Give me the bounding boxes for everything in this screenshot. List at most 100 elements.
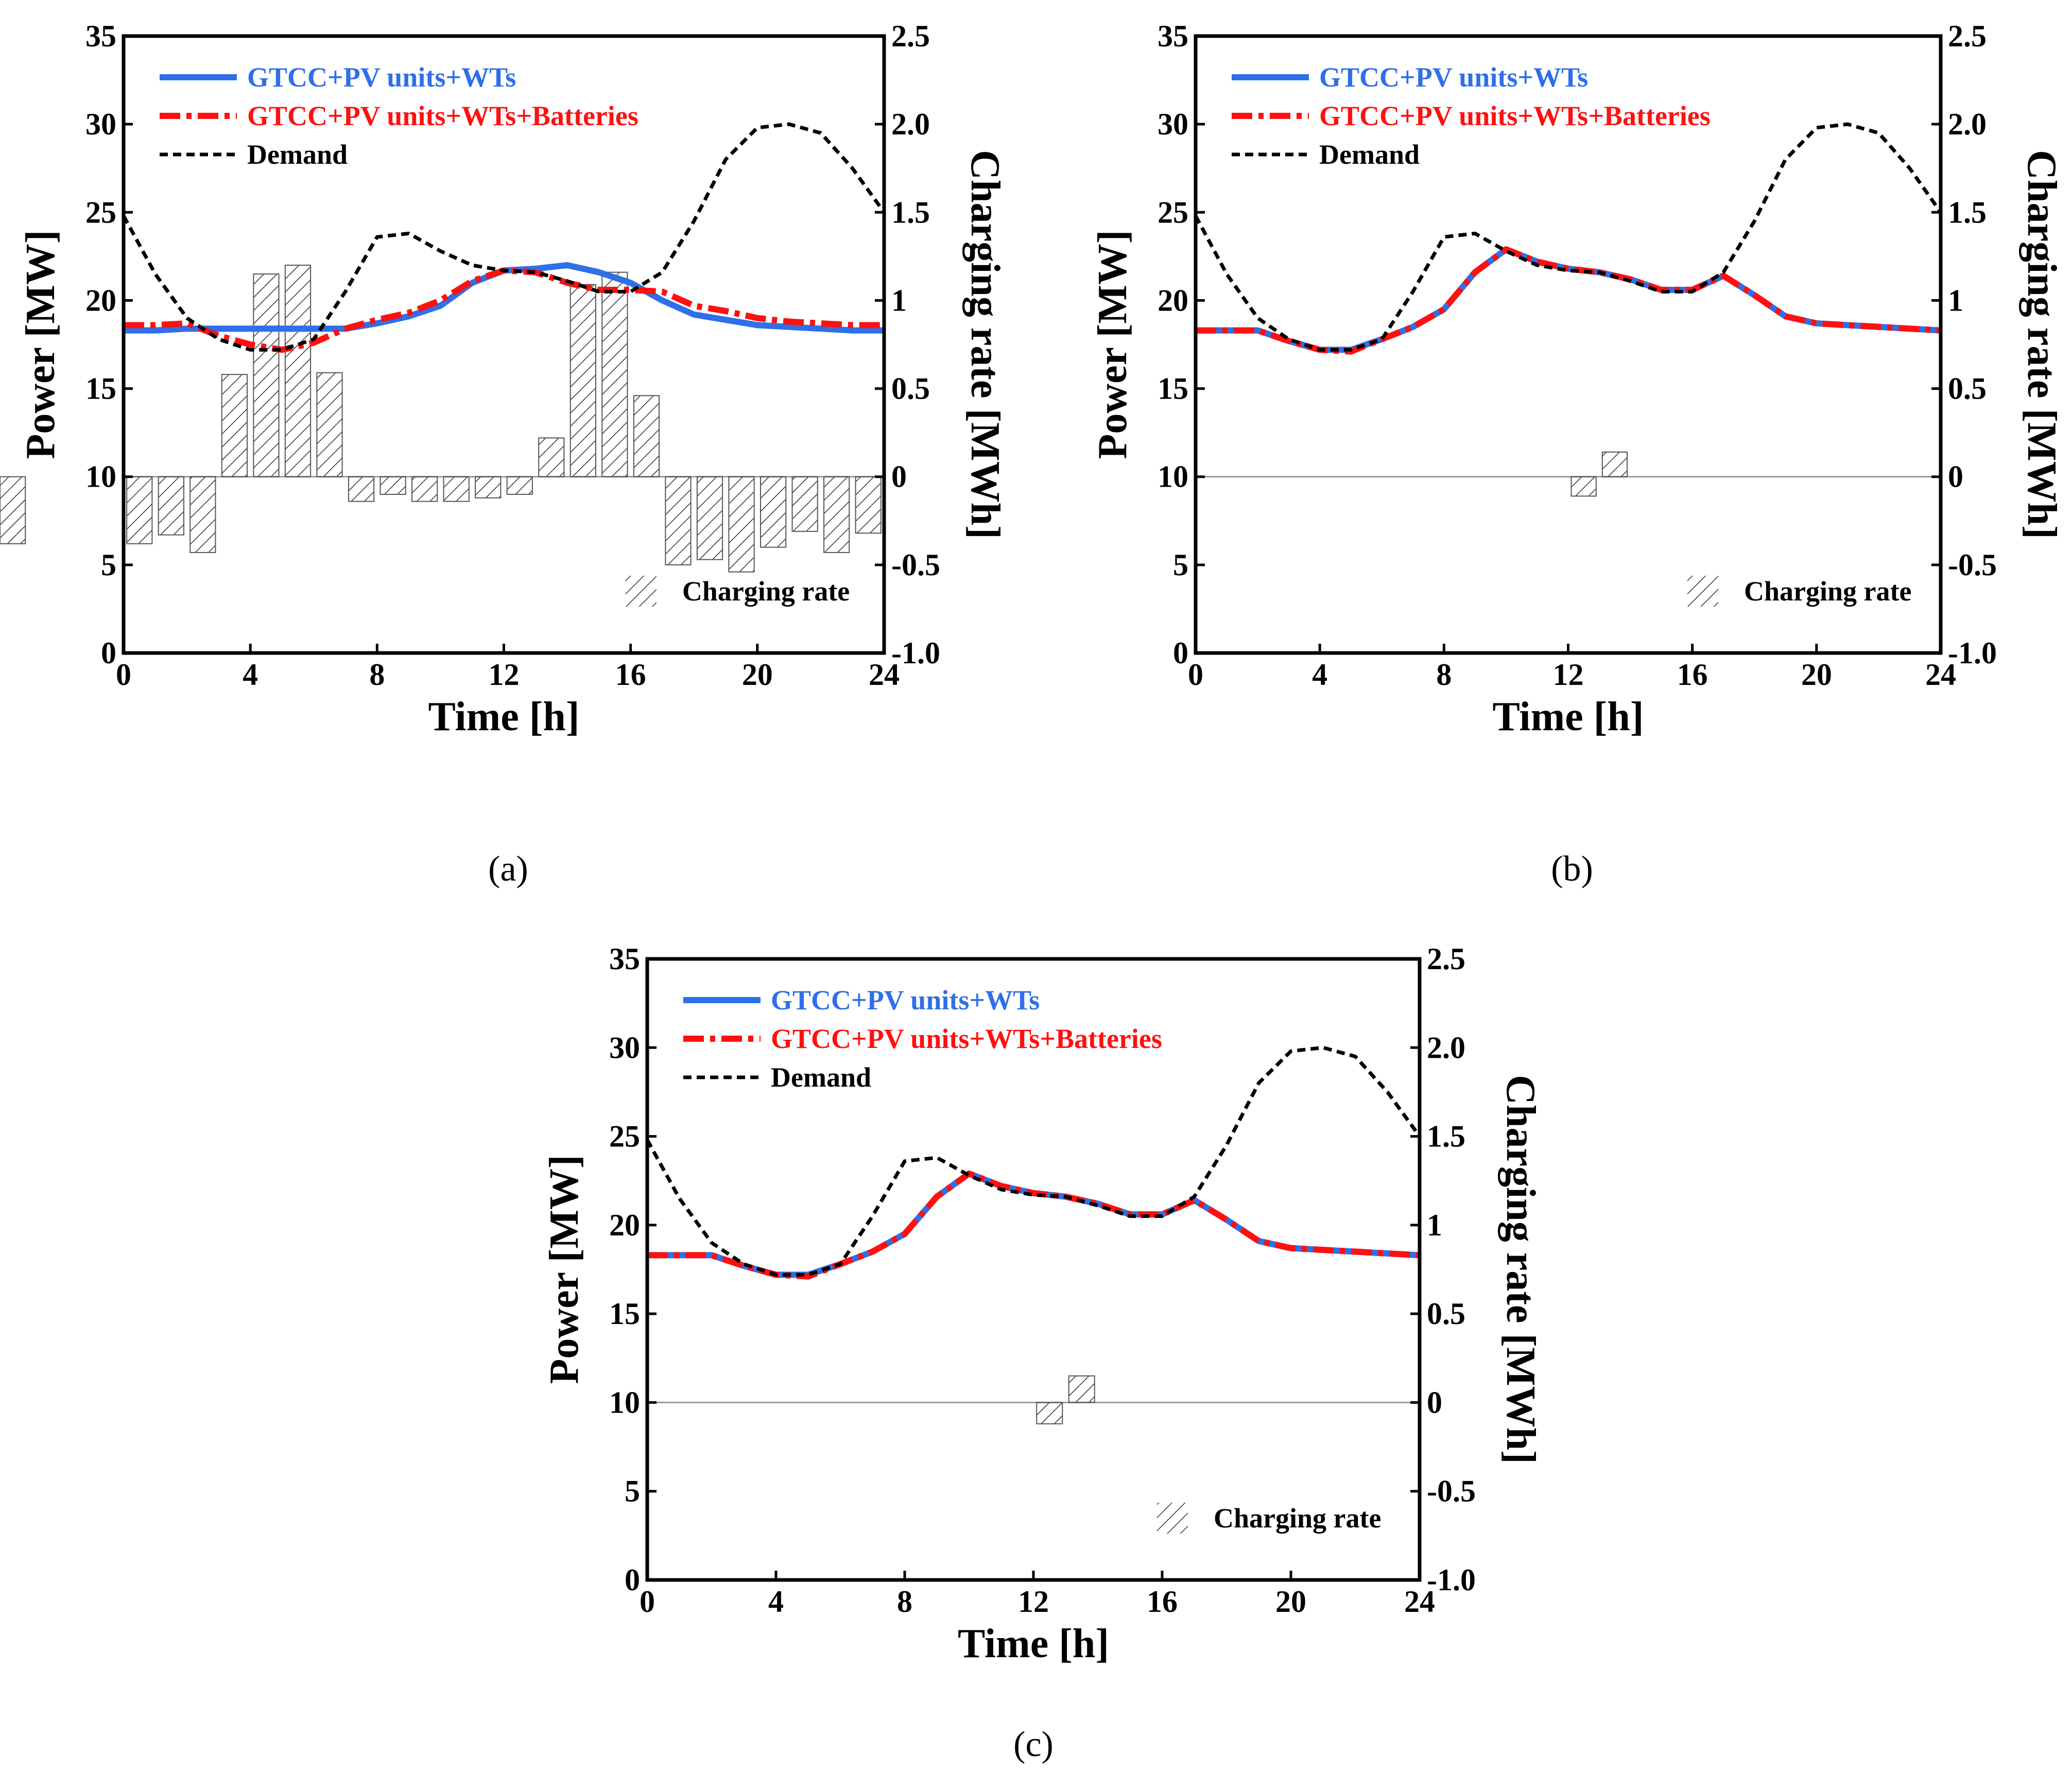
p2-y2-tick-label: 1	[1427, 1208, 1442, 1242]
p1-x-tick-label: 8	[1436, 658, 1452, 692]
p1-y2-tick-label: 1	[1948, 283, 1963, 317]
p2-legend-bar-label: Charging rate	[1214, 1503, 1381, 1534]
p0-charging-bar	[791, 476, 818, 532]
caption-c: (c)	[1013, 1725, 1054, 1764]
p0-charging-bar	[759, 476, 787, 548]
p0-charging-bar	[0, 476, 26, 544]
p0-y-tick-label: 30	[85, 107, 116, 141]
p0-y2-tick-label: -0.5	[891, 548, 940, 582]
p2-y-tick-label: 20	[609, 1208, 640, 1242]
p2-y2-tick-label: -0.5	[1427, 1474, 1476, 1508]
p0-charging-bar	[348, 476, 375, 502]
p1-series-line-1	[1196, 246, 1941, 353]
p1-y2-tick-label: -0.5	[1948, 548, 1997, 582]
p2-x-tick-label: 0	[640, 1585, 655, 1619]
p0-charging-bar	[855, 476, 882, 534]
p2-y-tick-label: 30	[609, 1030, 640, 1064]
p1-y2-tick-label: 2.0	[1948, 107, 1987, 141]
p2-y-tick-label: 5	[625, 1474, 640, 1508]
p2-y2-tick-label: 2.5	[1427, 942, 1465, 976]
p2-y-tick-label: 10	[609, 1385, 640, 1419]
p1-x-tick-label: 16	[1677, 658, 1708, 692]
p2-y-tick-label: 0	[625, 1563, 640, 1597]
p0-charging-bar	[506, 476, 533, 495]
p2-y2-tick-label: 0	[1427, 1385, 1442, 1419]
p0-y-axis-label: Power [MW]	[18, 230, 63, 459]
p2-legend-label-2: GTCC+PV units+WTs+Batteries	[771, 1023, 1162, 1054]
p1-y2-tick-label: 2.5	[1948, 19, 1987, 53]
p0-charging-bar	[221, 374, 248, 477]
p1-legend-label-1: GTCC+PV units+WTs	[1319, 62, 1588, 93]
p0-charging-bar	[379, 476, 406, 495]
p1-y2-tick-label: 0.5	[1948, 372, 1987, 406]
p0-y2-tick-label: 1.5	[891, 195, 930, 229]
p1-y2-tick-label: 1.5	[1948, 195, 1987, 229]
p0-y2-tick-label: 0	[891, 460, 907, 494]
p2-series-line-2	[647, 1170, 1420, 1280]
panel-a: 0 4 8 12 16 20 24 0 5 10 15 20 25 30 35 -1.0 -0.5 0 0.5 1 1.…	[0, 19, 1008, 740]
p1-y-tick-label: 5	[1173, 548, 1188, 582]
p2-x-tick-label: 20	[1275, 1585, 1306, 1619]
p1-legend-label-2: GTCC+PV units+WTs+Batteries	[1319, 100, 1711, 131]
p1-y2-tick-label: -1.0	[1948, 636, 1997, 670]
p0-y-tick-label: 35	[85, 19, 116, 53]
p0-charging-bar	[126, 476, 153, 544]
p0-legend-label-1: GTCC+PV units+WTs	[247, 62, 516, 93]
p1-y-tick-label: 30	[1158, 107, 1188, 141]
p2-x-tick-label: 16	[1147, 1585, 1178, 1619]
p1-x-tick-label: 12	[1553, 658, 1584, 692]
p2-legend-label-1: GTCC+PV units+WTs	[771, 985, 1040, 1016]
p0-y-tick-label: 15	[85, 372, 116, 406]
p0-charging-bar	[538, 437, 565, 477]
panel-c: 0 4 8 12 16 20 24 0 5 10 15 20 25 30 35 -1.0 -0.5 0 0.5 1 1.…	[542, 942, 1543, 1666]
p1-series-line-2	[1196, 246, 1941, 355]
p0-charging-bar	[665, 476, 692, 565]
p1-series-line-3	[1194, 122, 1942, 352]
p2-x-tick-label: 24	[1404, 1585, 1435, 1619]
p0-y2-tick-label: 2.5	[891, 19, 930, 53]
p0-charging-bar	[601, 271, 628, 477]
p0-y2-tick-label: 2.0	[891, 107, 930, 141]
p0-y2-axis-label: Charging rate [MWh]	[962, 150, 1008, 539]
p1-y-tick-label: 15	[1158, 372, 1188, 406]
p2-y-tick-label: 35	[609, 942, 640, 976]
panel-b: 0 4 8 12 16 20 24 0 5 10 15 20 25 30 35 -1.0 -0.5 0 0.5 1 1.…	[1090, 19, 2064, 740]
caption-b: (b)	[1551, 849, 1593, 889]
p2-x-tick-label: 12	[1018, 1585, 1049, 1619]
p0-y2-tick-label: 0.5	[891, 372, 930, 406]
p0-charging-bar	[158, 476, 184, 536]
p1-y-tick-label: 10	[1158, 460, 1188, 494]
p0-y2-tick-label: 1	[891, 283, 907, 317]
p0-y-tick-label: 5	[101, 548, 116, 582]
p1-x-tick-label: 0	[1188, 658, 1203, 692]
p0-legend-bar-label: Charging rate	[682, 576, 850, 607]
p2-y-tick-label: 25	[609, 1120, 640, 1154]
p0-charging-bar	[728, 476, 755, 573]
p1-x-tick-label: 4	[1312, 658, 1327, 692]
p0-charging-bar	[189, 476, 216, 553]
p1-y-tick-label: 35	[1158, 19, 1188, 53]
p2-y-axis-label: Power [MW]	[542, 1155, 587, 1384]
p1-charging-bar	[1570, 476, 1597, 497]
p0-charging-bar	[823, 476, 850, 553]
p0-x-tick-label: 16	[615, 658, 646, 692]
p0-charging-bar	[316, 372, 343, 477]
p2-series-line-3	[645, 1045, 1421, 1277]
p0-y-tick-label: 25	[85, 195, 116, 229]
p2-legend-bar-swatch	[1157, 1503, 1188, 1534]
p0-series-line-1	[124, 262, 884, 334]
p0-y-tick-label: 0	[101, 636, 116, 670]
p1-x-tick-label: 20	[1801, 658, 1832, 692]
p0-x-tick-label: 8	[369, 658, 385, 692]
p1-legend-label-3: Demand	[1319, 139, 1420, 170]
p2-y-tick-label: 15	[609, 1297, 640, 1331]
p2-y2-tick-label: -1.0	[1427, 1563, 1476, 1597]
p0-legend-label-3: Demand	[247, 139, 348, 170]
p0-charging-bar	[475, 476, 502, 498]
p0-y2-tick-label: -1.0	[891, 636, 940, 670]
p2-x-axis-label: Time [h]	[958, 1621, 1109, 1666]
p0-series-line-3	[122, 122, 886, 352]
caption-a: (a)	[488, 849, 528, 889]
p1-y2-tick-label: 0	[1948, 460, 1963, 494]
